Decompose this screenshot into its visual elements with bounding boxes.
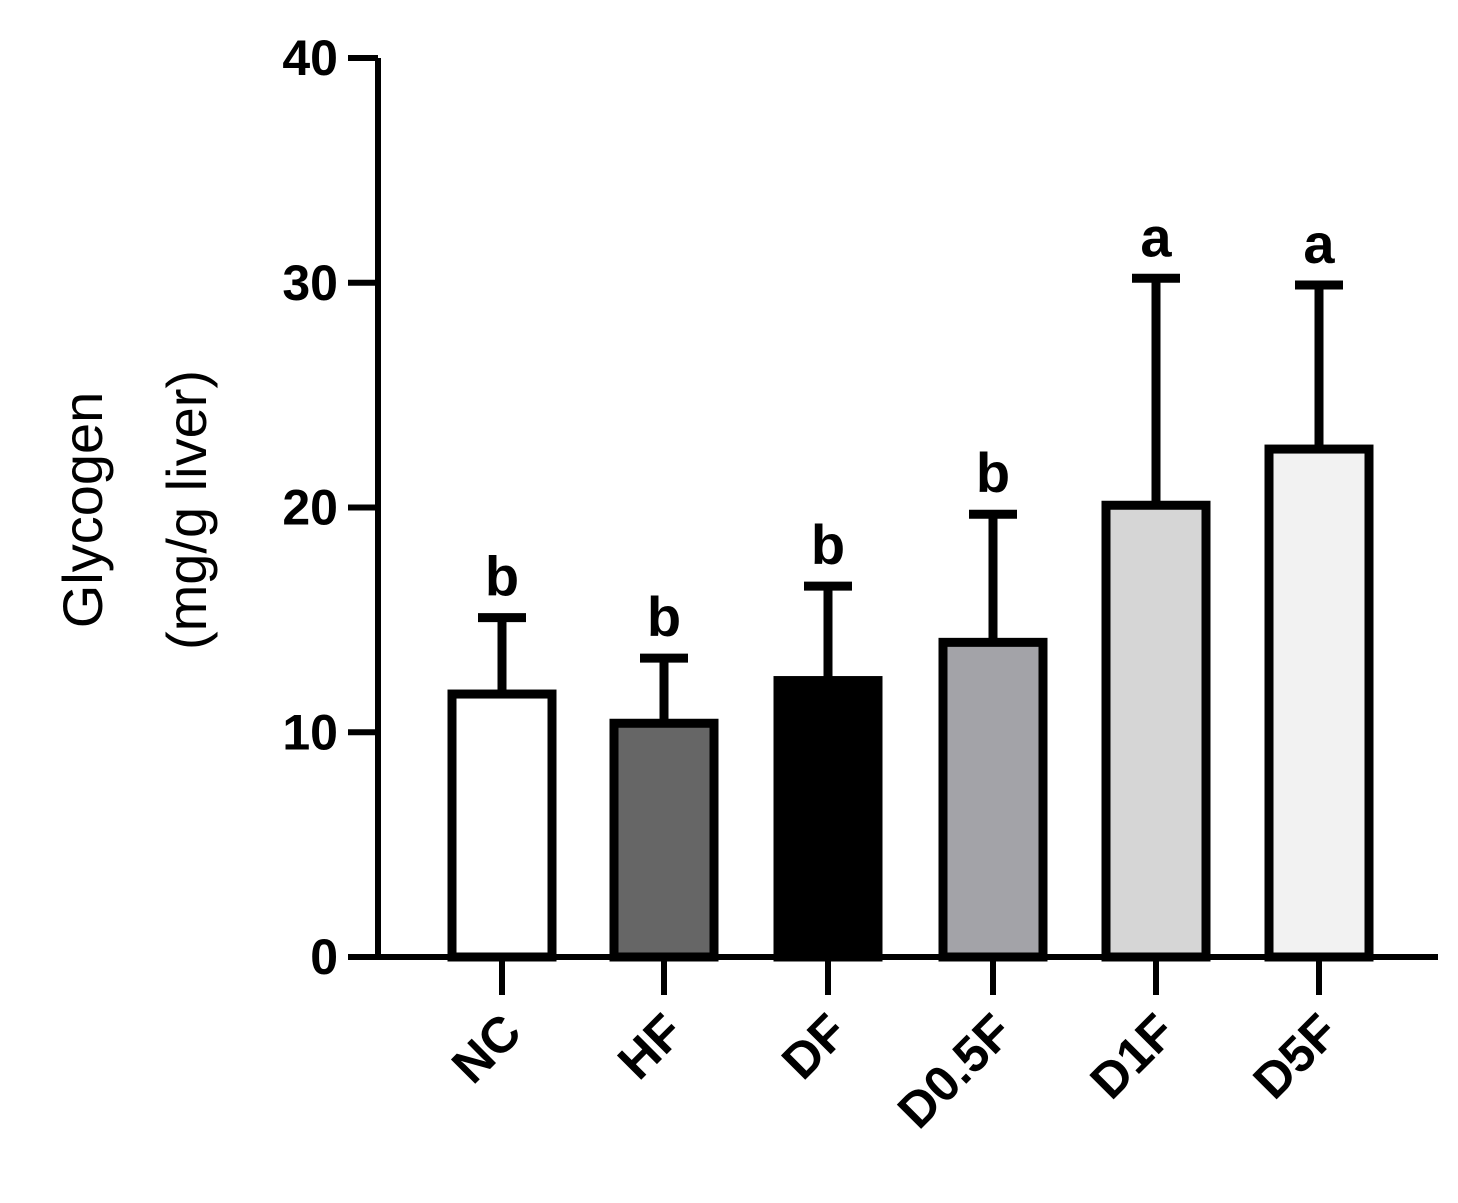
significance-label-d5f: a (1303, 212, 1335, 275)
x-tick-label-d1f: D1F (1079, 1003, 1185, 1109)
y-axis-title-line-2: (mg/g liver) (155, 370, 218, 650)
y-tick-label-40: 40 (282, 30, 338, 86)
bar-nc (447, 689, 557, 962)
y-tick-label-30: 30 (282, 255, 338, 311)
bar-d1f (1101, 500, 1211, 962)
x-tick-label-nc: NC (441, 1003, 532, 1094)
x-tick-label-hf: HF (607, 1003, 694, 1090)
y-axis-title: Glycogen (mg/g liver) (51, 370, 218, 650)
y-axis-title-line-1: Glycogen (51, 392, 114, 629)
significance-label-d0.5f: b (976, 441, 1010, 504)
bar-df (773, 676, 883, 962)
significance-label-hf: b (647, 585, 681, 648)
x-tick-label-d0.5f: D0.5F (887, 1003, 1023, 1139)
y-tick-label-10: 10 (282, 704, 338, 760)
x-tick-label-d5f: D5F (1242, 1003, 1348, 1109)
y-tick-label-0: 0 (310, 929, 338, 985)
significance-label-d1f: a (1140, 205, 1172, 268)
bar-d0.5f (938, 637, 1048, 962)
significance-label-df: b (811, 513, 845, 576)
bars-layer: b b b b a a (447, 205, 1374, 962)
bar-hf (609, 718, 719, 962)
significance-label-nc: b (485, 545, 519, 608)
bar-d5f (1264, 444, 1374, 962)
y-tick-label-20: 20 (282, 480, 338, 536)
x-tick-label-df: DF (771, 1003, 858, 1090)
